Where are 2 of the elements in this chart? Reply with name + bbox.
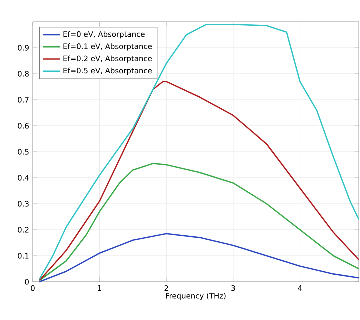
line-series [39, 233, 360, 283]
line-series [39, 24, 360, 280]
